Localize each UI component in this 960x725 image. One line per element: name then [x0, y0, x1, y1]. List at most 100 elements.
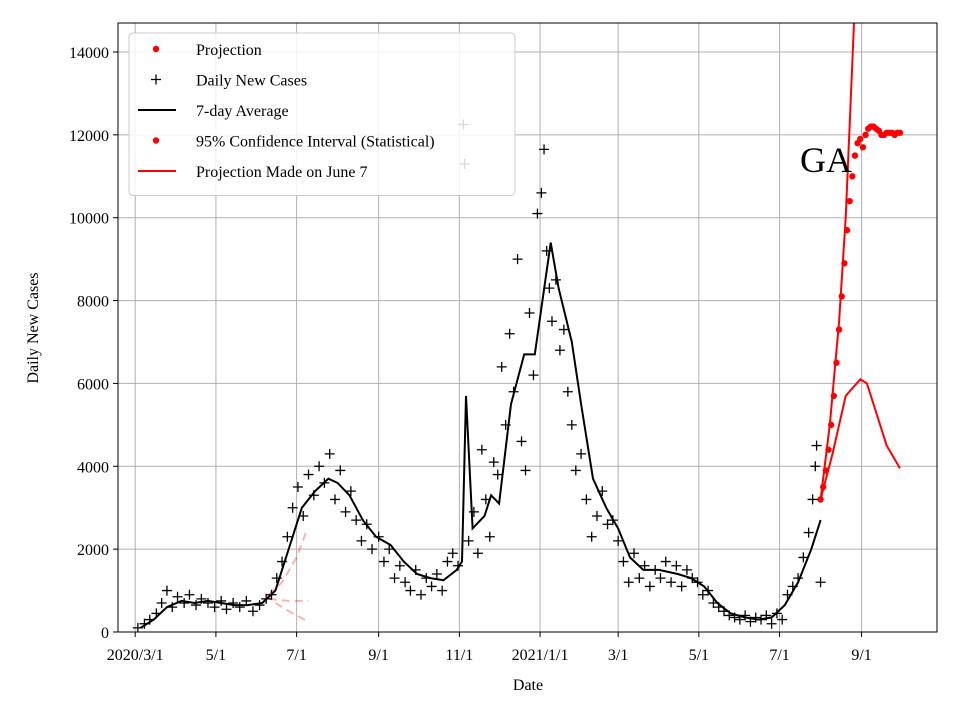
- y-axis-label: Daily New Cases: [25, 272, 42, 383]
- case-marker: [586, 531, 597, 542]
- case-marker: [356, 535, 367, 546]
- y-tick-label: 8000: [77, 294, 109, 311]
- case-marker: [492, 469, 503, 480]
- case-marker: [389, 573, 400, 584]
- series-line: [268, 597, 309, 602]
- legend-label: 7-day Average: [196, 103, 289, 120]
- ticks: 0 2000 4000 6000 8000 10000 12000 14000 2020/3/1…: [69, 45, 872, 664]
- case-marker: [803, 527, 814, 538]
- case-marker: [771, 608, 782, 619]
- case-marker: [463, 535, 474, 546]
- y-tick-label: 10000: [69, 211, 109, 228]
- projection-dot: [835, 326, 843, 333]
- plot-area: [132, 23, 904, 632]
- case-marker: [532, 208, 543, 219]
- y-tick-label: 12000: [69, 128, 109, 145]
- case-marker: [550, 274, 561, 285]
- case-marker: [472, 548, 483, 559]
- case-marker: [539, 144, 550, 155]
- x-tick-label: 7/1: [286, 647, 306, 664]
- case-marker: [815, 577, 826, 588]
- x-tick-label: 5/1: [689, 647, 709, 664]
- case-marker: [512, 254, 523, 265]
- case-marker: [761, 610, 772, 621]
- x-tick-label: 3/1: [608, 647, 628, 664]
- case-marker: [335, 465, 346, 476]
- case-marker: [378, 556, 389, 567]
- case-marker: [202, 598, 213, 608]
- case-marker: [476, 444, 487, 455]
- case-marker: [292, 482, 303, 492]
- case-marker: [613, 535, 624, 546]
- case-marker: [132, 622, 143, 632]
- case-marker: [247, 606, 258, 617]
- case-marker: [508, 386, 519, 397]
- case-marker: [468, 506, 479, 517]
- case-marker: [766, 618, 777, 629]
- case-marker: [655, 573, 666, 584]
- case-marker: [488, 457, 499, 468]
- case-marker: [520, 465, 531, 476]
- annotation: GA: [800, 140, 852, 180]
- projection-dot: [857, 135, 864, 143]
- projection-dot: [825, 446, 832, 453]
- case-marker: [314, 461, 325, 472]
- case-marker: [308, 490, 319, 501]
- case-marker: [644, 581, 655, 592]
- case-marker: [287, 502, 298, 513]
- projection-dot: [841, 260, 848, 267]
- x-tick-label: 2020/3/1: [107, 647, 164, 664]
- case-marker: [191, 600, 202, 611]
- case-marker: [697, 589, 708, 600]
- case-marker: [139, 618, 150, 629]
- projection-dot: [830, 392, 837, 400]
- case-marker: [480, 494, 491, 505]
- case-marker: [496, 361, 507, 372]
- legend-label: Daily New Cases: [196, 73, 307, 90]
- case-marker: [734, 614, 745, 625]
- case-marker: [810, 461, 821, 472]
- case-marker: [660, 556, 671, 567]
- case-marker: [558, 324, 569, 335]
- case-marker: [629, 548, 640, 559]
- case-marker: [453, 560, 464, 571]
- x-tick-label: 7/1: [769, 647, 789, 664]
- case-marker: [394, 560, 405, 571]
- case-marker: [740, 610, 751, 621]
- case-marker: [241, 595, 252, 606]
- case-marker: [282, 531, 293, 542]
- series-line: [274, 602, 309, 623]
- case-marker: [591, 511, 602, 521]
- case-marker: [566, 419, 577, 430]
- case-marker: [597, 486, 608, 497]
- projection-dot: [896, 129, 904, 136]
- case-marker: [703, 585, 714, 596]
- case-marker: [144, 614, 155, 625]
- projection-dot: [846, 197, 853, 205]
- projection-dot: [817, 496, 824, 503]
- series-line: [268, 532, 307, 596]
- case-marker: [581, 494, 592, 505]
- legend: Projection Daily New Cases 7-day Average 95…: [128, 32, 516, 196]
- case-marker: [724, 610, 735, 621]
- case-marker: [271, 573, 282, 584]
- case-marker: [196, 593, 207, 604]
- case-marker: [650, 564, 661, 575]
- case-marker: [156, 598, 167, 608]
- case-marker: [324, 448, 335, 459]
- case-marker: [671, 560, 682, 571]
- x-axis-label: Date: [513, 677, 543, 694]
- y-tick-label: 14000: [69, 45, 109, 62]
- axes-frame: [117, 22, 938, 633]
- case-marker: [319, 477, 330, 488]
- case-marker: [562, 386, 573, 397]
- case-marker: [329, 494, 340, 505]
- case-marker: [421, 573, 432, 584]
- case-marker: [554, 345, 565, 356]
- case-marker: [216, 595, 227, 606]
- case-marker: [234, 602, 245, 613]
- case-marker: [541, 245, 552, 256]
- case-marker: [708, 598, 719, 608]
- case-marker: [266, 589, 277, 600]
